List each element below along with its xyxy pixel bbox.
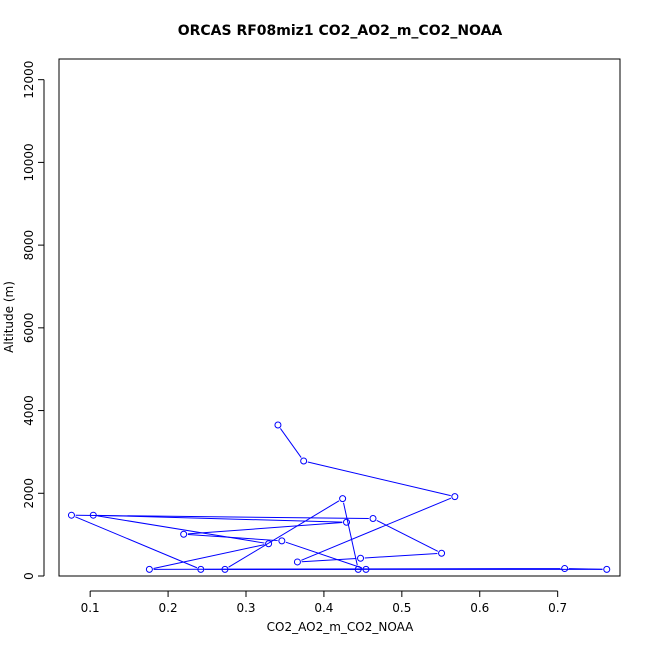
x-axis-label: CO2_AO2_m_CO2_NOAA [267,620,414,634]
series-line-segment [307,461,451,497]
series-line-segment [285,541,363,569]
data-point [354,565,362,573]
series-line-segment [301,557,357,563]
series-line-segment [376,519,439,552]
data-point [197,565,205,573]
data-point [357,554,365,562]
data-point [561,565,569,573]
data-point [278,537,286,545]
y-tick-label: 2000 [22,478,36,509]
y-tick-label: 12000 [22,61,36,99]
data-point [362,565,370,573]
x-tick-label: 0.5 [392,601,411,615]
y-axis-label: Altitude (m) [2,281,16,353]
data-point [180,530,188,538]
series-layer [67,421,611,573]
series-line-segment [187,534,278,542]
data-point [293,558,301,566]
data-point [274,421,282,429]
series-line-segment [228,500,340,568]
series-line-segment [187,522,343,535]
series-line-segment [97,514,343,523]
data-point [438,549,446,557]
series-line-segment [75,516,198,569]
data-point [343,518,351,526]
data-point [265,540,273,548]
y-tick-label: 8000 [22,230,36,261]
series-line-segment [568,568,603,570]
data-point [369,515,377,523]
x-tick-label: 0.4 [314,601,333,615]
series-line-segment [153,544,265,569]
data-point [145,565,153,573]
data-point [67,511,75,519]
y-tick-label: 6000 [22,313,36,344]
series-line-segment [279,428,302,458]
series-line-segment [97,515,265,544]
y-tick-label: 10000 [22,143,36,181]
y-tick-label: 4000 [22,395,36,426]
x-tick-label: 0.1 [81,601,100,615]
series-line-segment [343,502,358,566]
y-axis: 0 2000 4000 6000 8000 10000 12000 [22,61,45,580]
data-point [89,511,97,519]
x-tick-label: 0.6 [470,601,489,615]
data-point [300,457,308,465]
data-point [451,493,459,501]
chart-title: ORCAS RF08miz1 CO2_AO2_m_CO2_NOAA [178,23,503,39]
series-line-segment [301,497,452,561]
series-line-segment [364,553,438,559]
x-tick-label: 0.7 [548,601,567,615]
data-point [603,565,611,573]
x-axis: 0.1 0.2 0.3 0.4 0.5 0.6 0.7 [81,590,567,615]
x-tick-label: 0.3 [236,601,255,615]
data-point [339,495,347,503]
x-tick-label: 0.2 [159,601,178,615]
data-point [221,565,229,573]
plot-frame [58,58,621,577]
y-tick-label: 0 [22,572,36,580]
